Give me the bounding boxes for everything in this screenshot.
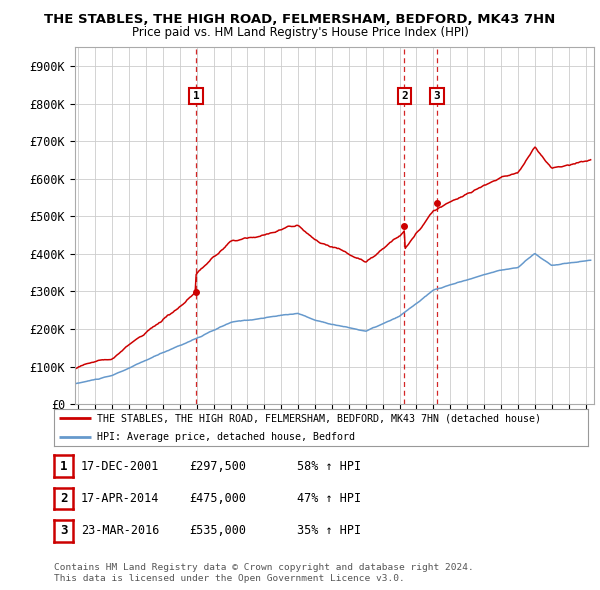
Text: THE STABLES, THE HIGH ROAD, FELMERSHAM, BEDFORD, MK43 7HN (detached house): THE STABLES, THE HIGH ROAD, FELMERSHAM, …: [97, 413, 541, 423]
Text: £475,000: £475,000: [189, 492, 246, 505]
Text: 35% ↑ HPI: 35% ↑ HPI: [297, 525, 361, 537]
Text: 3: 3: [434, 91, 440, 101]
Text: 23-MAR-2016: 23-MAR-2016: [81, 525, 160, 537]
Text: Price paid vs. HM Land Registry's House Price Index (HPI): Price paid vs. HM Land Registry's House …: [131, 26, 469, 39]
Text: 2: 2: [401, 91, 408, 101]
Text: 1: 1: [193, 91, 199, 101]
Text: 58% ↑ HPI: 58% ↑ HPI: [297, 460, 361, 473]
Text: This data is licensed under the Open Government Licence v3.0.: This data is licensed under the Open Gov…: [54, 574, 405, 583]
Text: 3: 3: [60, 525, 67, 537]
Text: Contains HM Land Registry data © Crown copyright and database right 2024.: Contains HM Land Registry data © Crown c…: [54, 563, 474, 572]
Text: HPI: Average price, detached house, Bedford: HPI: Average price, detached house, Bedf…: [97, 432, 355, 442]
Text: 17-APR-2014: 17-APR-2014: [81, 492, 160, 505]
Text: 17-DEC-2001: 17-DEC-2001: [81, 460, 160, 473]
Text: £535,000: £535,000: [189, 525, 246, 537]
Text: 1: 1: [60, 460, 67, 473]
Text: THE STABLES, THE HIGH ROAD, FELMERSHAM, BEDFORD, MK43 7HN: THE STABLES, THE HIGH ROAD, FELMERSHAM, …: [44, 13, 556, 26]
Text: 47% ↑ HPI: 47% ↑ HPI: [297, 492, 361, 505]
Text: £297,500: £297,500: [189, 460, 246, 473]
Text: 2: 2: [60, 492, 67, 505]
